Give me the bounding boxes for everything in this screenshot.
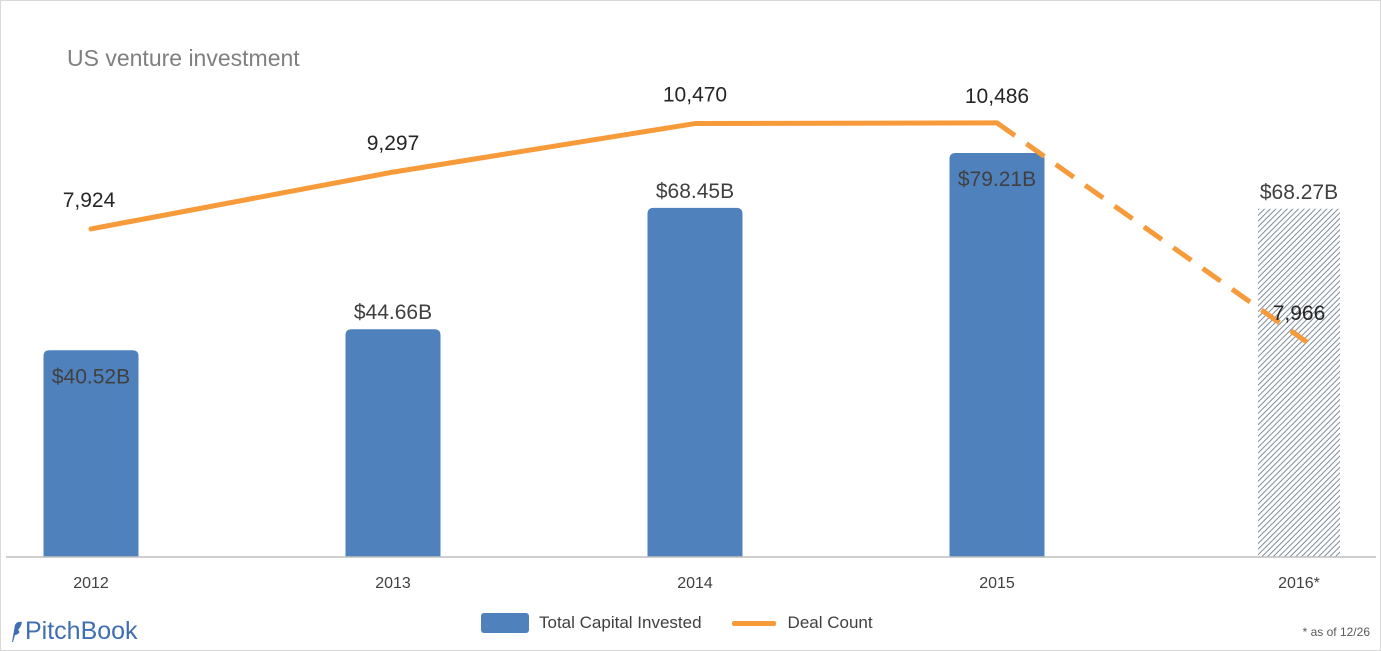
legend-swatch-bar: [481, 613, 529, 633]
x-tick-label: 2013: [375, 575, 411, 592]
footnote: * as of 12/26: [1302, 625, 1370, 639]
bar-value-label: $40.52B: [52, 365, 130, 388]
x-tick-label: 2015: [979, 575, 1015, 592]
bar-2016: [1258, 208, 1340, 558]
line-value-label: 7,966: [1273, 302, 1326, 325]
pitchbook-logo: PitchBook: [9, 617, 138, 646]
line-value-label: 10,470: [663, 84, 727, 107]
bar-value-label: $79.21B: [958, 168, 1036, 191]
legend: Total Capital Invested Deal Count: [481, 611, 873, 635]
x-tick-label: 2016*: [1278, 575, 1320, 592]
deal-count-line-projected: [995, 120, 1309, 345]
bar-2015: [949, 152, 1045, 558]
line-value-label: 7,924: [63, 189, 116, 212]
labels-layer: $40.52B 2012 $44.66B 2013 $68.45B 2014 $79.21B…: [52, 84, 1338, 592]
x-tick-label: 2014: [677, 575, 713, 592]
line-value-label: 10,486: [965, 85, 1029, 108]
bars-layer: [43, 152, 1340, 558]
bar-value-label: $68.45B: [656, 180, 734, 203]
bar-2013: [345, 329, 441, 557]
legend-swatch-line: [731, 620, 776, 626]
legend-label-line: Deal Count: [787, 613, 873, 632]
bar-2014: [647, 207, 743, 557]
x-tick-label: 2012: [73, 575, 109, 592]
legend-label-bar: Total Capital Invested: [539, 613, 702, 632]
bar-2012: [43, 350, 139, 557]
pitchbook-leaf-icon: [12, 621, 22, 642]
line-value-label: 9,297: [367, 132, 420, 155]
brand-name: PitchBook: [25, 617, 138, 645]
deal-count-line: [88, 120, 1000, 232]
bar-value-label: $68.27B: [1260, 181, 1338, 204]
bar-value-label: $44.66B: [354, 301, 432, 324]
chart-title: US venture investment: [67, 45, 300, 71]
line-layer: [88, 120, 1309, 345]
